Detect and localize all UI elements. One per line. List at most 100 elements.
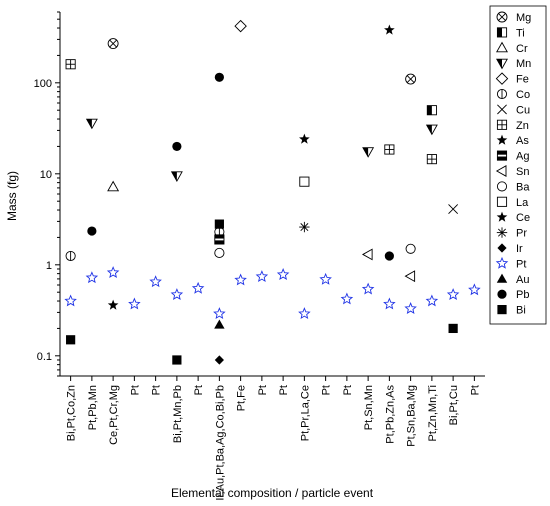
point-zn [384,144,395,155]
x-tick-label: Pt,Zn,Mn,Ti [427,385,439,441]
legend-label-mn: Mn [516,58,531,70]
legend-marker-mg [496,11,508,23]
point-pb [87,226,97,236]
legend-label-pb: Pb [516,289,529,301]
point-zn [426,154,437,165]
y-tick-label: 0.1 [37,351,52,363]
legend-marker-ba [496,181,508,192]
point-pt [276,268,290,280]
legend-marker-pr [496,227,508,238]
legend-marker-sn [495,165,507,177]
legend-label-ti: Ti [516,27,525,39]
y-ticks: 0.1 1 10 100 [34,11,60,377]
point-pb [384,251,394,261]
legend-marker-cr [496,41,508,53]
x-tick-label: Pt [193,385,205,395]
point-ce [299,133,310,144]
legend-label-fe: Fe [516,74,529,86]
legend-marker-ce [496,211,508,222]
x-tick-label: Pt [151,385,163,395]
legend-label-zn: Zn [516,120,529,132]
legend-marker-ag [496,150,508,161]
y-axis-label: Mass (fg) [5,171,19,221]
x-tick-label: Pt [469,385,481,395]
legend-label-cu: Cu [516,104,530,116]
point-mn [425,124,438,136]
legend-marker-au [496,273,508,283]
point-pt [191,281,205,294]
point-sn [362,248,373,261]
x-tick-label: Pt [342,385,354,395]
legend-marker-ir [497,243,507,253]
legend-label-pt: Pt [516,258,526,270]
point-pt [106,266,120,278]
x-tick-label: Ir,Au,Pt,Ba,Ag,Co,Bi,Pb [214,385,226,501]
point-mn [170,171,183,182]
point-pt [383,297,396,310]
x-tick-label: Pt,Pr,La,Ce [299,385,311,441]
point-ba [405,243,416,254]
legend-label-ag: Ag [516,151,529,163]
x-tick-label: Pt [129,385,141,395]
point-pt [170,288,184,300]
legend: Mg Ti Cr Mn Fe Co Cu Zn As Ag Sn Ba La Ce Pr Ir Pt Au Pb Bi [489,5,547,325]
point-as [384,24,395,35]
point-pt [446,288,460,300]
legend-label-cr: Cr [516,43,528,55]
point-pt [255,270,269,283]
point-pt [298,307,311,320]
legend-label-co: Co [516,89,530,101]
point-pt [64,294,77,307]
point-bi [172,355,182,365]
x-tick-label: Pt,Fe [236,385,248,411]
y-tick-label: 1 [46,260,52,272]
point-pt [425,294,439,307]
point-mg [107,38,119,50]
point-ce [107,299,119,310]
legend-marker-la [496,196,508,207]
point-ag [214,234,225,245]
legend-label-mg: Mg [516,12,531,24]
x-tick-label: Pt,Sn,Mn [363,385,375,430]
x-tick-label: Pt [278,385,290,395]
point-pt [149,275,162,288]
point-ir [214,355,224,365]
x-tick-label: Bi,Pt,Cu [448,385,460,425]
point-zn [65,59,76,70]
x-tick-label: Pt,Sn,Ba,Mg [406,385,418,447]
point-pt [128,297,141,310]
point-pt [85,271,99,284]
point-cr [107,180,120,192]
legend-label-pr: Pr [516,228,527,240]
legend-marker-pt [495,256,509,269]
legend-marker-pb [497,289,507,299]
point-pr [299,221,310,233]
point-pt [468,283,481,296]
legend-marker-cu [497,104,507,115]
x-tick-label: Pt,Pb,Mn [87,385,99,430]
legend-marker-mn [496,58,508,70]
legend-marker-bi [497,305,507,315]
legend-marker-ti [496,27,508,38]
point-pt [319,272,332,285]
point-la [299,176,310,187]
legend-label-au: Au [516,274,529,286]
y-tick-label: 10 [40,169,52,181]
legend-label-as: As [516,135,529,147]
legend-label-ir: Ir [516,243,523,255]
legend-label-ce: Ce [516,212,530,224]
point-pt [404,302,417,314]
x-tick-label: Bi,Pt,Mn,Pb [172,385,184,443]
point-bi [448,323,458,334]
point-cu [448,204,459,214]
legend-label-ba: Ba [516,181,530,193]
x-tick-label: Bi,Pt,Co,Zn [66,385,78,441]
legend-marker-co [496,88,508,100]
point-ba [214,247,225,259]
legend-marker-as [496,134,508,145]
x-tick-label: Pt,Pb,Zn,As [384,385,396,444]
legend-label-la: La [516,197,529,209]
point-pb [172,141,182,152]
point-mn [362,147,375,158]
